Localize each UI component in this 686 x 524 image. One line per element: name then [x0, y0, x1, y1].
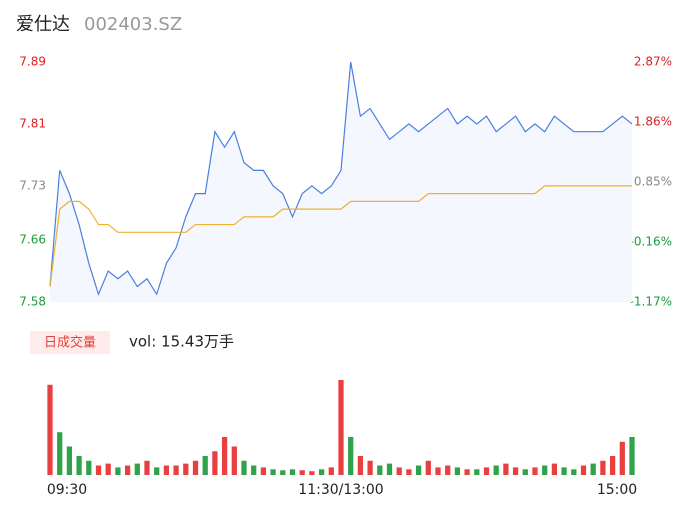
volume-bar: [522, 469, 528, 475]
volume-bar: [435, 467, 441, 475]
volume-bar: [299, 470, 305, 475]
y2-tick-label: 1.86%: [634, 115, 672, 129]
volume-bar: [86, 460, 92, 475]
volume-bar: [532, 467, 538, 475]
volume-bar: [212, 451, 218, 475]
volume-bar: [454, 467, 461, 475]
volume-bar: [66, 446, 73, 475]
volume-bar: [221, 437, 228, 475]
volume-bar: [57, 432, 63, 475]
volume-bar: [357, 456, 364, 475]
y-tick-label: 7.81: [19, 116, 46, 130]
y-tick-label: 7.73: [19, 178, 46, 192]
volume-bar: [445, 465, 451, 475]
volume-bar: [493, 465, 499, 475]
volume-bar: [318, 469, 325, 475]
volume-total: vol: 15.43万手: [129, 333, 234, 351]
volume-bar: [377, 465, 383, 475]
volume-bar: [124, 465, 131, 475]
volume-bar: [192, 460, 199, 475]
x-tick-label: 09:30: [47, 482, 87, 498]
volume-bar: [609, 456, 616, 475]
y2-tick-label: -1.17%: [630, 295, 672, 309]
stock-code: 002403.SZ: [84, 14, 182, 35]
volume-bar: [600, 460, 606, 475]
volume-bar: [406, 469, 412, 475]
volume-bar: [551, 463, 558, 475]
average-line: [49, 185, 632, 287]
volume-bar: [425, 460, 431, 475]
volume-bar: [144, 460, 150, 475]
volume-bar: [309, 471, 315, 475]
y2-tick-label: 2.87%: [634, 55, 672, 69]
y-tick-label: 7.89: [19, 55, 46, 69]
volume-bar: [231, 446, 237, 475]
volume-bar: [154, 467, 160, 475]
volume-bar: [173, 465, 179, 475]
volume-bar: [619, 441, 625, 475]
y2-tick-label: 0.85%: [634, 175, 672, 189]
volume-bar: [338, 380, 344, 475]
volume-bar: [47, 384, 53, 475]
volume-bar: [386, 463, 393, 475]
volume-bar: [483, 467, 490, 475]
volume-bar: [580, 465, 587, 475]
y-tick-label: 7.66: [19, 233, 46, 247]
volume-bar: [202, 456, 208, 475]
volume-button-bg[interactable]: [30, 331, 110, 354]
volume-bar: [270, 469, 276, 475]
volume-bar: [590, 463, 596, 475]
volume-bar: [464, 469, 470, 475]
volume-bar: [289, 469, 296, 475]
volume-bar: [571, 469, 577, 475]
volume-bar: [260, 467, 267, 475]
volume-bar: [474, 469, 480, 475]
volume-bar: [183, 463, 189, 475]
volume-bar: [134, 463, 140, 475]
stock-name: 爱仕达: [16, 14, 70, 35]
y-tick-label: 7.58: [19, 295, 46, 309]
volume-bar: [163, 465, 170, 475]
volume-bar: [241, 460, 247, 475]
volume-bar: [105, 463, 111, 475]
volume-bar: [396, 467, 402, 475]
volume-bar: [251, 465, 257, 475]
x-tick-label: 11:30/13:00: [298, 482, 383, 498]
price-line: [49, 61, 633, 297]
volume-bar: [95, 465, 102, 475]
y2-tick-label: -0.16%: [630, 235, 672, 249]
volume-bar: [367, 460, 373, 475]
price-area: [50, 62, 632, 302]
volume-bar: [542, 465, 548, 475]
volume-button[interactable]: 日成交量: [44, 335, 96, 351]
volume-bar: [561, 467, 567, 475]
x-tick-label: 15:00: [597, 482, 637, 498]
volume-bar: [76, 456, 82, 475]
volume-bar: [328, 467, 334, 475]
volume-bar: [115, 467, 121, 475]
volume-bar: [280, 470, 286, 475]
volume-bar: [503, 463, 509, 475]
volume-bar: [512, 467, 519, 475]
volume-bar: [629, 437, 635, 475]
volume-bar: [348, 437, 354, 475]
volume-bar: [415, 465, 422, 475]
